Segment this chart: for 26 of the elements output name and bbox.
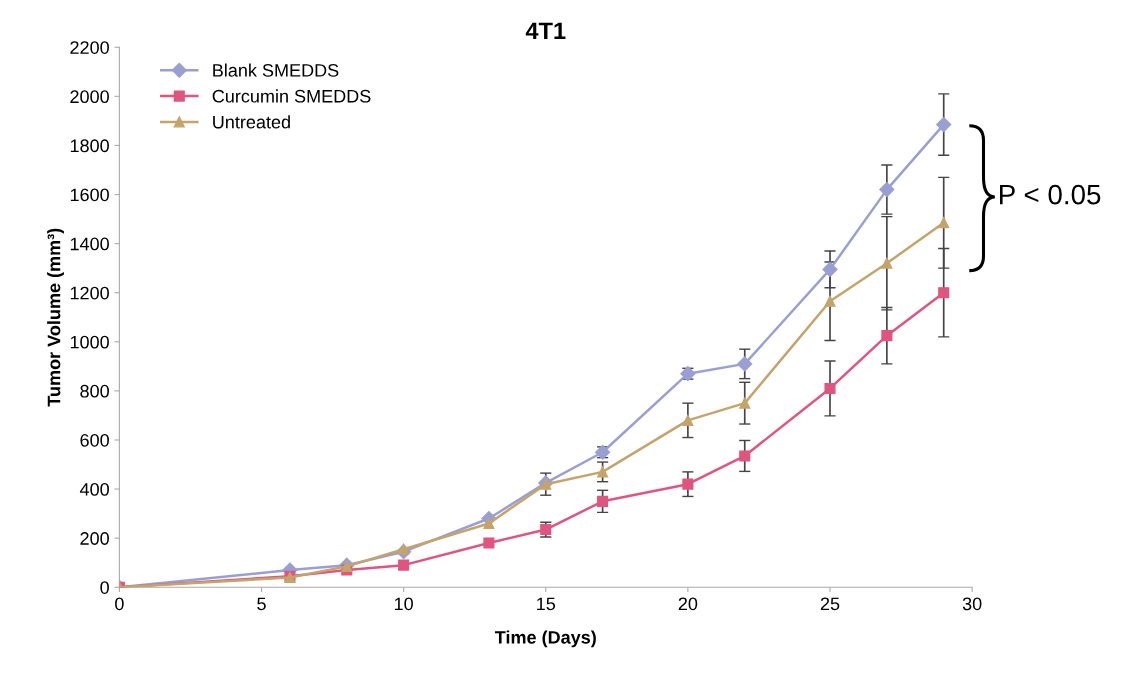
y-tick-label: 400 — [79, 483, 109, 496]
y-tick-label: 1000 — [70, 335, 109, 349]
y-tick-label: 600 — [80, 433, 109, 447]
y-tick-label: 1400 — [70, 237, 109, 251]
legend-label: Untreated — [213, 115, 290, 129]
x-tick-label: 0 — [115, 597, 124, 611]
y-axis-title: Tumor Volume (mm³) — [47, 228, 64, 407]
x-axis-title: Time (Days) — [494, 630, 596, 648]
legend-label: Blank SMEDDS — [213, 63, 339, 77]
x-tick-label: 25 — [820, 597, 840, 611]
y-tick-label: 1200 — [70, 286, 109, 300]
y-tick-label: 800 — [80, 384, 109, 398]
y-tick-label: 200 — [80, 532, 109, 545]
x-tick-label: 20 — [678, 597, 698, 611]
chart-title: 4T1 — [525, 22, 566, 39]
x-tick-label: 30 — [962, 597, 982, 611]
y-tick-label: 1600 — [70, 188, 109, 202]
x-tick-label: 15 — [537, 597, 556, 611]
y-tick-label: 1800 — [70, 139, 109, 153]
legend-label: Curcumin SMEDDS — [212, 89, 371, 103]
y-tick-label: 0 — [100, 581, 109, 594]
y-tick-label: 2200 — [70, 41, 109, 54]
x-tick-label: 10 — [394, 597, 413, 611]
y-tick-label: 2000 — [70, 90, 109, 104]
x-tick-label: 5 — [257, 597, 266, 611]
annotation: P < 0.05 — [1000, 184, 1101, 205]
